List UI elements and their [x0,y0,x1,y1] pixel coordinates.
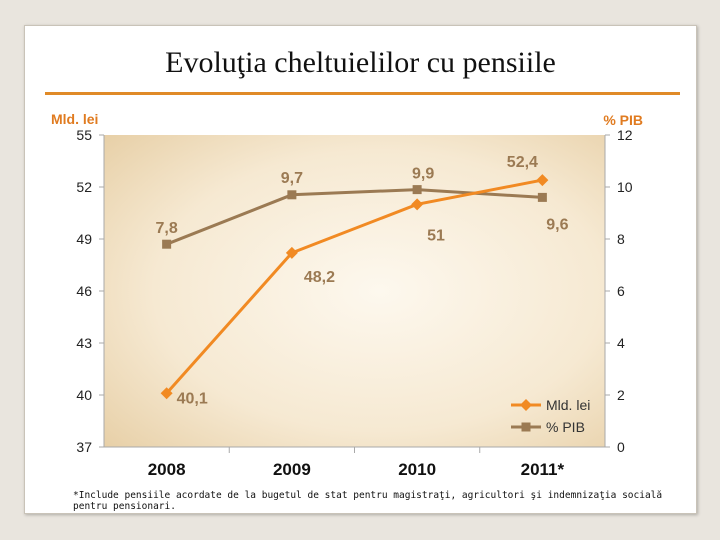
y-left-axis-title: Mld. lei [51,111,98,127]
data-label-lei: 51 [427,227,445,244]
marker-lei [536,174,549,187]
data-label-lei: 48,2 [304,269,335,286]
marker-pib [162,239,172,249]
y-right-tick-label: 4 [617,335,625,351]
x-tick-label: 2011* [521,460,565,479]
x-tick-label: 2009 [273,460,311,479]
y-right-tick-label: 10 [617,179,633,195]
y-left-tick-label: 40 [76,387,92,403]
y-left-tick-label: 43 [76,335,92,351]
y-right-tick-label: 8 [617,231,625,247]
series [160,174,549,400]
data-label-pib: 9,9 [412,166,434,183]
legend-label-pib: % PIB [546,419,585,435]
data-label-lei: 52,4 [507,154,538,171]
data-label-pib: 9,7 [281,170,303,187]
slide: Evoluţia cheltuielilor cu pensiile 55 52 4… [24,25,697,514]
x-tick-label: 2010 [398,460,436,479]
data-label-pib: 7,8 [156,220,178,237]
y-left-tick-label: 46 [76,283,92,299]
y-right-tick-label: 2 [617,387,625,403]
y-right-tick-label: 0 [617,439,625,455]
data-labels: 40,1 48,2 51 52,4 7,8 9,7 9,9 9,6 [156,154,569,407]
y-right-axis-title: % PIB [603,112,643,128]
marker-lei [411,198,424,211]
x-tick-label: 2008 [148,460,186,479]
legend-marker-pib [521,422,531,432]
legend: Mld. lei % PIB [511,397,590,435]
line-chart: 55 52 49 46 43 40 37 12 10 8 6 4 2 0 2008 2009 2010 2011*… [51,111,643,479]
y-left-tick-label: 52 [76,179,92,195]
legend-label-lei: Mld. lei [546,397,590,413]
plot-area [104,135,605,447]
series-line-lei [165,178,543,395]
data-label-lei: 40,1 [177,390,208,407]
legend-marker-lei [520,399,532,411]
data-label-pib: 9,6 [546,216,568,233]
marker-pib [537,192,547,202]
y-left-tick-label: 49 [76,231,92,247]
marker-lei [285,246,298,259]
marker-lei [160,387,173,400]
y-right-tick-label: 12 [617,127,633,143]
y-right-tick-label: 6 [617,283,625,299]
marker-pib [287,190,297,200]
title-underline [45,92,680,95]
axes: 55 52 49 46 43 40 37 12 10 8 6 4 2 0 2008 2009 2010 2011*… [51,111,643,479]
y-left-tick-label: 37 [76,439,92,455]
marker-pib [412,185,422,195]
slide-title: Evoluţia cheltuielilor cu pensiile [165,46,556,79]
footnote: *Include pensiile acordate de la bugetul… [73,490,663,512]
y-left-tick-label: 55 [76,127,92,143]
